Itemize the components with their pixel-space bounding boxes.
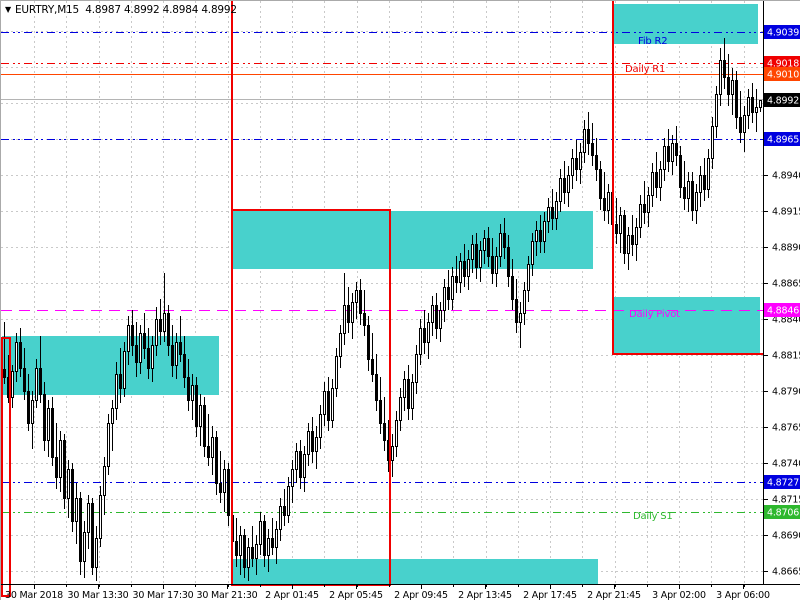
price-badge [764,475,800,489]
price-badge [764,25,800,39]
supply-zone-topright[interactable] [613,4,758,44]
symbol-period-label: EURTRY,M15 [14,4,80,16]
zones-layer [2,4,760,584]
price-tick-label: 4.8865 [772,279,800,290]
price-badge-label: 4.9018 [767,59,799,70]
price-badge-label: 4.9039 [767,28,799,39]
price-tick-label: 4.8690 [772,531,800,542]
pivot-zone-right[interactable] [613,297,760,354]
time-axis[interactable]: 30 Mar 2018 30 Mar 13:30 30 Mar 17:30 30 Ma… [5,585,770,600]
price-tick-label: 4.8790 [772,387,800,398]
price-badge-label: 4.8727 [767,478,799,489]
time-tick-label: 30 Mar 21:30 [196,590,257,600]
daily-s1-line-label: Daily S1 [633,511,673,522]
price-tick-label: 4.8715 [772,495,800,506]
supply-zone-left[interactable] [2,336,219,395]
chart-title-bar: ▼ EURTRY,M15 4.8987 4.8992 4.8984 4.8992 [5,4,237,16]
price-badge-label: 4.8965 [767,135,799,146]
price-tick-label: 4.8940 [772,171,800,182]
daily-pivot-line-label: Daily Pivot [629,309,680,320]
time-tick-label: 30 Mar 17:30 [132,590,193,600]
quote-ohlc-label: 4.8987 4.8992 4.8984 4.8992 [85,4,237,16]
time-tick-label: 2 Apr 05:45 [329,590,383,600]
plot-border [1,1,800,585]
time-tick-label: 3 Apr 02:00 [652,590,706,600]
price-badge [764,132,800,146]
time-tick-label: 2 Apr 01:45 [265,590,319,600]
fib-r2-line-label: Fib R2 [638,36,668,47]
time-tick-label: 2 Apr 21:45 [587,590,641,600]
price-tick-label: 4.8840 [772,315,800,326]
price-axis[interactable]: 4.8940 4.8915 4.8890 4.8865 4.8840 4.8815 4.87… [763,1,800,584]
price-tick-label: 4.8915 [772,207,800,218]
price-tick-label: 4.8765 [772,423,800,434]
candles-layer [3,38,762,581]
price-badge-label: 4.9010 [767,70,799,81]
time-tick-label: 2 Apr 13:45 [458,590,512,600]
session-box-left[interactable] [1,337,11,597]
time-tick-label: 30 Mar 13:30 [67,590,128,600]
price-badge [764,303,800,317]
time-tick-label: 2 Apr 17:45 [523,590,577,600]
price-badge [764,505,800,519]
time-tick-label: 2 Apr 09:45 [394,590,448,600]
price-tick-label: 4.8740 [772,459,800,470]
price-tick-label: 4.8665 [772,567,800,578]
price-tick-label: 4.8815 [772,351,800,362]
time-tick-label: 3 Apr 06:00 [716,590,770,600]
symbol-dropdown-icon[interactable]: ▼ [5,5,11,14]
time-tick-label: 30 Mar 2018 [5,590,63,600]
price-badge-label: 4.8706 [767,508,799,519]
price-badge [764,93,800,107]
grid-layer [1,1,763,584]
price-badge-label: 4.8992 [767,96,799,107]
price-badge [764,67,800,81]
demand-zone-bottom[interactable] [233,559,598,584]
price-badge-label: 4.8846 [767,306,799,317]
price-badge [764,56,800,70]
level-lines-layer [1,32,763,513]
daily-r1-line-label: Daily R1 [625,64,666,75]
price-tick-label: 4.8890 [772,243,800,254]
